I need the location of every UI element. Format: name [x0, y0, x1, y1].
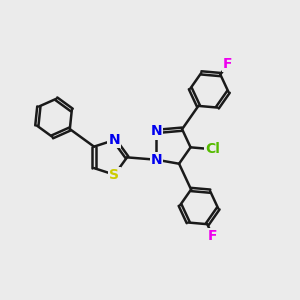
Text: Cl: Cl	[205, 142, 220, 156]
Text: S: S	[110, 168, 119, 182]
Text: N: N	[151, 153, 162, 167]
Text: F: F	[223, 57, 233, 71]
Text: F: F	[208, 229, 218, 243]
Text: N: N	[109, 133, 120, 147]
Text: N: N	[151, 124, 162, 138]
